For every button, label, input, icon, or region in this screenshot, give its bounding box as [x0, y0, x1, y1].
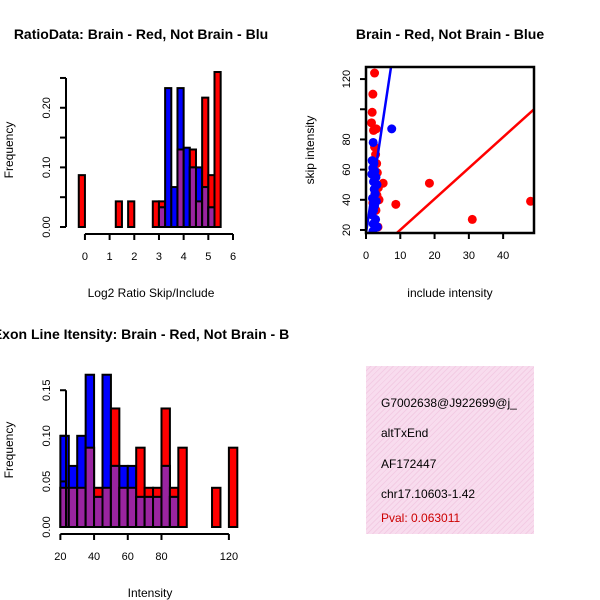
- intensity-x-tick-label: 40: [88, 551, 100, 563]
- scatter-point-red: [366, 118, 376, 128]
- info-location: chr17.10603-1.42: [381, 487, 476, 501]
- intensity-x-tick-label: 80: [155, 551, 167, 563]
- intensity-y-tick-label: 0.10: [41, 425, 53, 446]
- intensity-y-tick-label: 0.05: [41, 471, 53, 492]
- ratio-bar-brain: [114, 200, 123, 229]
- ratio-y-tick-label: 0.10: [41, 157, 53, 178]
- scatter-x-tick-label: 10: [394, 250, 406, 262]
- intensity-bar-overlap: [101, 486, 112, 529]
- intensity-scatter-title: Brain - Red, Not Brain - Blue: [356, 26, 544, 42]
- scatter-point-red: [467, 214, 477, 224]
- scatter-x-tick-label: 20: [428, 250, 440, 262]
- scatter-x-tick-label: 40: [497, 250, 509, 262]
- intensity-bar-overlap: [152, 495, 163, 529]
- ratio-x-tick-label: 5: [205, 251, 211, 263]
- exon-intensity-histogram-xlabel: Intensity: [128, 586, 173, 600]
- exon-intensity-histogram: Exon Line Itensity: Brain - Red, Not Bra…: [0, 326, 289, 600]
- scatter-point-red: [367, 107, 377, 117]
- scatter-x-tick-label: 30: [463, 250, 475, 262]
- ratio-histogram: RatioData: Brain - Red, Not Brain - Blu …: [2, 26, 268, 300]
- scatter-point-blue: [387, 124, 397, 134]
- scatter-point-blue: [368, 137, 378, 147]
- intensity-bar-overlap: [160, 464, 171, 529]
- intensity-y-tick-label: 0.00: [41, 516, 53, 537]
- exon-intensity-histogram-ylabel: Frequency: [2, 422, 16, 479]
- info-accession: AF172447: [381, 457, 437, 471]
- intensity-bar-brain: [177, 446, 188, 529]
- ratio-bar-not-brain: [164, 87, 173, 228]
- exon-intensity-histogram-title: Exon Line Itensity: Brain - Red, Not Bra…: [0, 326, 289, 342]
- scatter-y-tick-label: 20: [341, 224, 353, 236]
- scatter-point-red: [526, 196, 534, 206]
- intensity-x-tick-label: 20: [54, 551, 66, 563]
- scatter-point-red: [424, 178, 434, 188]
- intensity-bar-overlap: [84, 446, 96, 529]
- intensity-scatter-ylabel: skip intensity: [303, 116, 317, 185]
- intensity-scatter: Brain - Red, Not Brain - Blue include in…: [303, 26, 544, 300]
- intensity-x-tick-label: 60: [122, 551, 134, 563]
- ratio-x-tick-label: 0: [82, 251, 88, 263]
- ratio-x-tick-label: 2: [131, 251, 137, 263]
- gene-info-panel: G7002638@J922699@j_ altTxEnd AF172447 ch…: [366, 366, 534, 534]
- intensity-bar-overlap: [118, 486, 129, 529]
- intensity-bar-brain: [227, 446, 239, 529]
- ratio-x-tick-label: 6: [230, 251, 236, 263]
- scatter-y-tick-label: 60: [341, 163, 353, 175]
- scatter-y-tick-label: 80: [341, 133, 353, 145]
- intensity-bar-overlap: [135, 495, 146, 529]
- intensity-bar-overlap: [67, 486, 79, 529]
- ratio-x-tick-label: 4: [181, 251, 187, 263]
- ratio-y-tick-label: 0.00: [41, 216, 53, 237]
- info-event-type: altTxEnd: [381, 426, 429, 440]
- intensity-bar-overlap: [76, 486, 87, 529]
- intensity-bar-overlap: [109, 464, 121, 529]
- ratio-x-tick-label: 1: [107, 251, 113, 263]
- intensity-bar-overlap: [59, 486, 70, 529]
- scatter-plot-frame: [364, 65, 536, 235]
- ratio-bar-brain: [213, 71, 222, 228]
- ratio-histogram-xlabel: Log2 Ratio Skip/Include: [88, 286, 215, 300]
- info-pval: Pval: 0.063011: [381, 511, 461, 525]
- scatter-y-tick-label: 120: [341, 70, 353, 88]
- ratio-histogram-ylabel: Frequency: [2, 122, 16, 179]
- ratio-y-tick-label: 0.20: [41, 97, 53, 118]
- intensity-bar-overlap: [143, 495, 155, 529]
- ratio-x-tick-label: 3: [156, 251, 162, 263]
- ratio-bar-brain: [127, 200, 136, 229]
- intensity-bar-brain: [211, 486, 222, 529]
- intensity-scatter-xlabel: include intensity: [407, 286, 492, 300]
- intensity-bar-overlap: [93, 495, 104, 529]
- intensity-bar-overlap: [168, 495, 180, 529]
- ratio-histogram-title: RatioData: Brain - Red, Not Brain - Blu: [14, 26, 268, 42]
- intensity-bar-overlap: [126, 486, 138, 529]
- intensity-y-tick-label: 0.15: [41, 380, 53, 401]
- info-gene-id: G7002638@J922699@j_: [381, 396, 517, 410]
- scatter-point-red: [369, 125, 379, 135]
- scatter-x-tick-label: 0: [363, 250, 369, 262]
- ratio-bar-brain: [77, 174, 86, 228]
- scatter-y-tick-label: 40: [341, 194, 353, 206]
- scatter-point-red: [391, 199, 401, 209]
- scatter-point-red: [368, 89, 378, 99]
- scatter-fit-line-red: [394, 108, 534, 233]
- intensity-x-tick-label: 120: [220, 551, 238, 563]
- scatter-point-blue: [368, 226, 378, 233]
- scatter-point-red: [370, 68, 380, 78]
